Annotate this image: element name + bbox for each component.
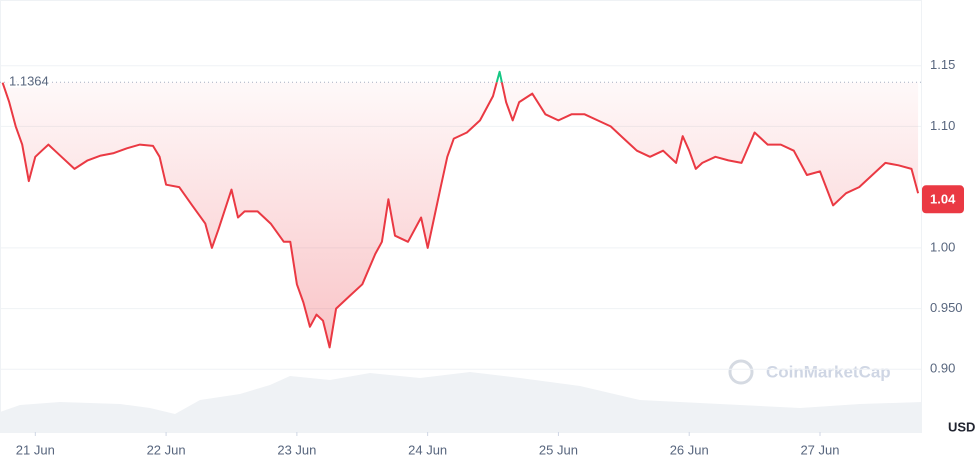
y-tick-label: 1.00	[930, 239, 955, 254]
x-tick-label: 22 Jun	[147, 442, 186, 457]
price-badge	[922, 185, 964, 214]
y-tick-label: 1.10	[930, 118, 955, 133]
volume-area	[0, 372, 922, 432]
watermark-text: CoinMarketCap	[766, 362, 891, 381]
x-tick-label: 27 Jun	[800, 442, 839, 457]
y-unit: USD	[948, 419, 975, 434]
x-tick-label: 23 Jun	[277, 442, 316, 457]
x-tick-label: 21 Jun	[16, 442, 55, 457]
x-tick-label: 25 Jun	[539, 442, 578, 457]
price-line	[1, 82, 920, 349]
y-tick-label: 0.950	[930, 300, 963, 315]
x-tick-label: 26 Jun	[670, 442, 709, 457]
area-fill	[2, 82, 919, 348]
reference-label: 1.1364	[9, 74, 49, 89]
y-tick-label: 1.15	[930, 57, 955, 72]
price-badge-label: 1.04	[930, 192, 956, 207]
y-tick-label: 0.90	[930, 361, 955, 376]
x-tick-label: 24 Jun	[408, 442, 447, 457]
watermark: CoinMarketCap	[728, 359, 891, 385]
plot-frame	[0, 0, 922, 433]
